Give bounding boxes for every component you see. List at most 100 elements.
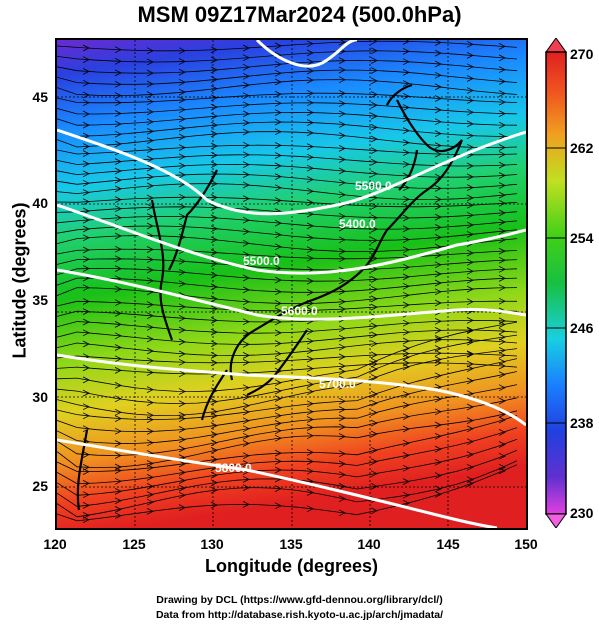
wind-arrow — [370, 507, 378, 515]
wind-arrow — [146, 474, 154, 481]
wind-arrow — [146, 498, 154, 506]
wind-arrow — [498, 358, 506, 366]
wind-arrow — [274, 395, 282, 402]
height-contours — [57, 40, 526, 528]
wind-arrow — [114, 367, 122, 374]
wind-arrow — [82, 110, 90, 118]
wind-arrow — [434, 251, 442, 259]
wind-arrow — [274, 357, 282, 365]
wind-arrow — [242, 484, 250, 492]
wind-arrow — [434, 299, 442, 307]
wind-arrow — [466, 317, 474, 324]
wind-arrow — [178, 153, 186, 161]
wind-arrow — [338, 57, 346, 64]
wind-arrow — [210, 130, 218, 138]
wind-arrow — [466, 285, 474, 293]
wind-arrow — [498, 144, 506, 151]
wind-arrow — [434, 49, 442, 57]
wind-arrow — [498, 333, 506, 341]
map-canvas: 5500.0 5400.0 5500.0 5600.0 5700.0 5800.… — [57, 40, 526, 528]
wind-arrow — [466, 463, 474, 471]
wind-arrow — [434, 243, 442, 251]
wind-arrow — [114, 167, 122, 175]
wind-arrow — [242, 63, 250, 71]
wind-arrow — [434, 359, 442, 367]
wind-arrow — [274, 434, 282, 442]
wind-arrow — [178, 162, 186, 170]
wind-arrow — [498, 371, 506, 378]
wind-arrow — [402, 282, 410, 290]
wind-arrow — [306, 307, 314, 314]
wind-arrow — [498, 78, 506, 85]
wind-arrow — [498, 182, 506, 189]
wind-arrow — [370, 147, 378, 154]
wind-arrow — [338, 110, 346, 118]
wind-arrow — [146, 128, 154, 135]
wind-arrow — [82, 308, 90, 315]
wind-arrow — [274, 307, 282, 315]
wind-arrow — [178, 106, 186, 114]
wind-arrow — [114, 265, 122, 272]
wind-arrow — [274, 69, 282, 77]
wind-arrow — [242, 318, 250, 326]
wind-arrow — [210, 85, 218, 93]
wind-arrow — [242, 239, 250, 247]
wind-arrow — [210, 456, 218, 463]
x-tick-label: 120 — [43, 536, 67, 552]
wind-arrow — [338, 90, 346, 97]
wind-arrow — [338, 450, 346, 458]
coastlines — [76, 83, 464, 511]
wind-arrow — [146, 335, 154, 343]
wind-arrow — [370, 483, 378, 490]
wind-arrow — [498, 172, 506, 179]
wind-arrow — [178, 78, 186, 86]
wind-arrow — [338, 76, 346, 84]
wind-arrow — [146, 222, 154, 230]
wind-arrow — [402, 80, 410, 87]
wind-arrow — [370, 124, 378, 131]
wind-arrow — [242, 432, 250, 440]
wind-arrow — [306, 109, 314, 116]
wind-arrow — [210, 94, 218, 102]
wind-arrow — [82, 207, 90, 215]
wind-arrow — [466, 221, 474, 229]
wind-arrow — [306, 99, 314, 107]
wind-arrow — [210, 295, 218, 303]
wind-arrow — [466, 194, 474, 202]
x-tick-label: 125 — [122, 536, 146, 552]
wind-arrow — [434, 336, 442, 344]
wind-arrow — [114, 415, 122, 422]
contour-label: 5500.0 — [243, 254, 280, 268]
wind-arrow — [370, 285, 378, 293]
wind-arrow — [274, 219, 282, 227]
credit-drawing: Drawing by DCL (https://www.gfd-dennou.o… — [156, 594, 443, 606]
wind-arrow — [402, 139, 410, 146]
wind-arrow — [146, 483, 154, 490]
wind-arrow — [178, 280, 186, 288]
wind-arrow — [434, 213, 442, 221]
x-tick-label: 150 — [514, 536, 538, 552]
wind-arrow — [146, 399, 154, 406]
wind-arrow — [114, 245, 122, 253]
wind-arrow — [402, 246, 410, 254]
wind-arrow — [306, 119, 314, 126]
wind-arrow — [370, 446, 378, 454]
wind-arrow — [178, 58, 186, 65]
y-tick-label: 45 — [32, 89, 48, 105]
wind-arrow — [114, 69, 122, 77]
wind-arrow — [306, 347, 314, 355]
wind-arrow — [210, 142, 218, 150]
wind-arrow — [306, 234, 314, 242]
wind-arrow — [210, 204, 218, 211]
wind-arrow — [146, 182, 154, 190]
wind-arrow — [210, 249, 218, 256]
wind-arrow — [274, 42, 282, 50]
wind-arrow — [370, 40, 378, 45]
wind-arrow — [370, 47, 378, 55]
wind-arrow — [242, 92, 250, 100]
wind-arrow — [210, 479, 218, 487]
wind-arrow — [82, 502, 90, 509]
wind-arrow — [82, 44, 90, 52]
wind-arrow — [82, 255, 90, 263]
wind-arrow — [114, 185, 122, 193]
